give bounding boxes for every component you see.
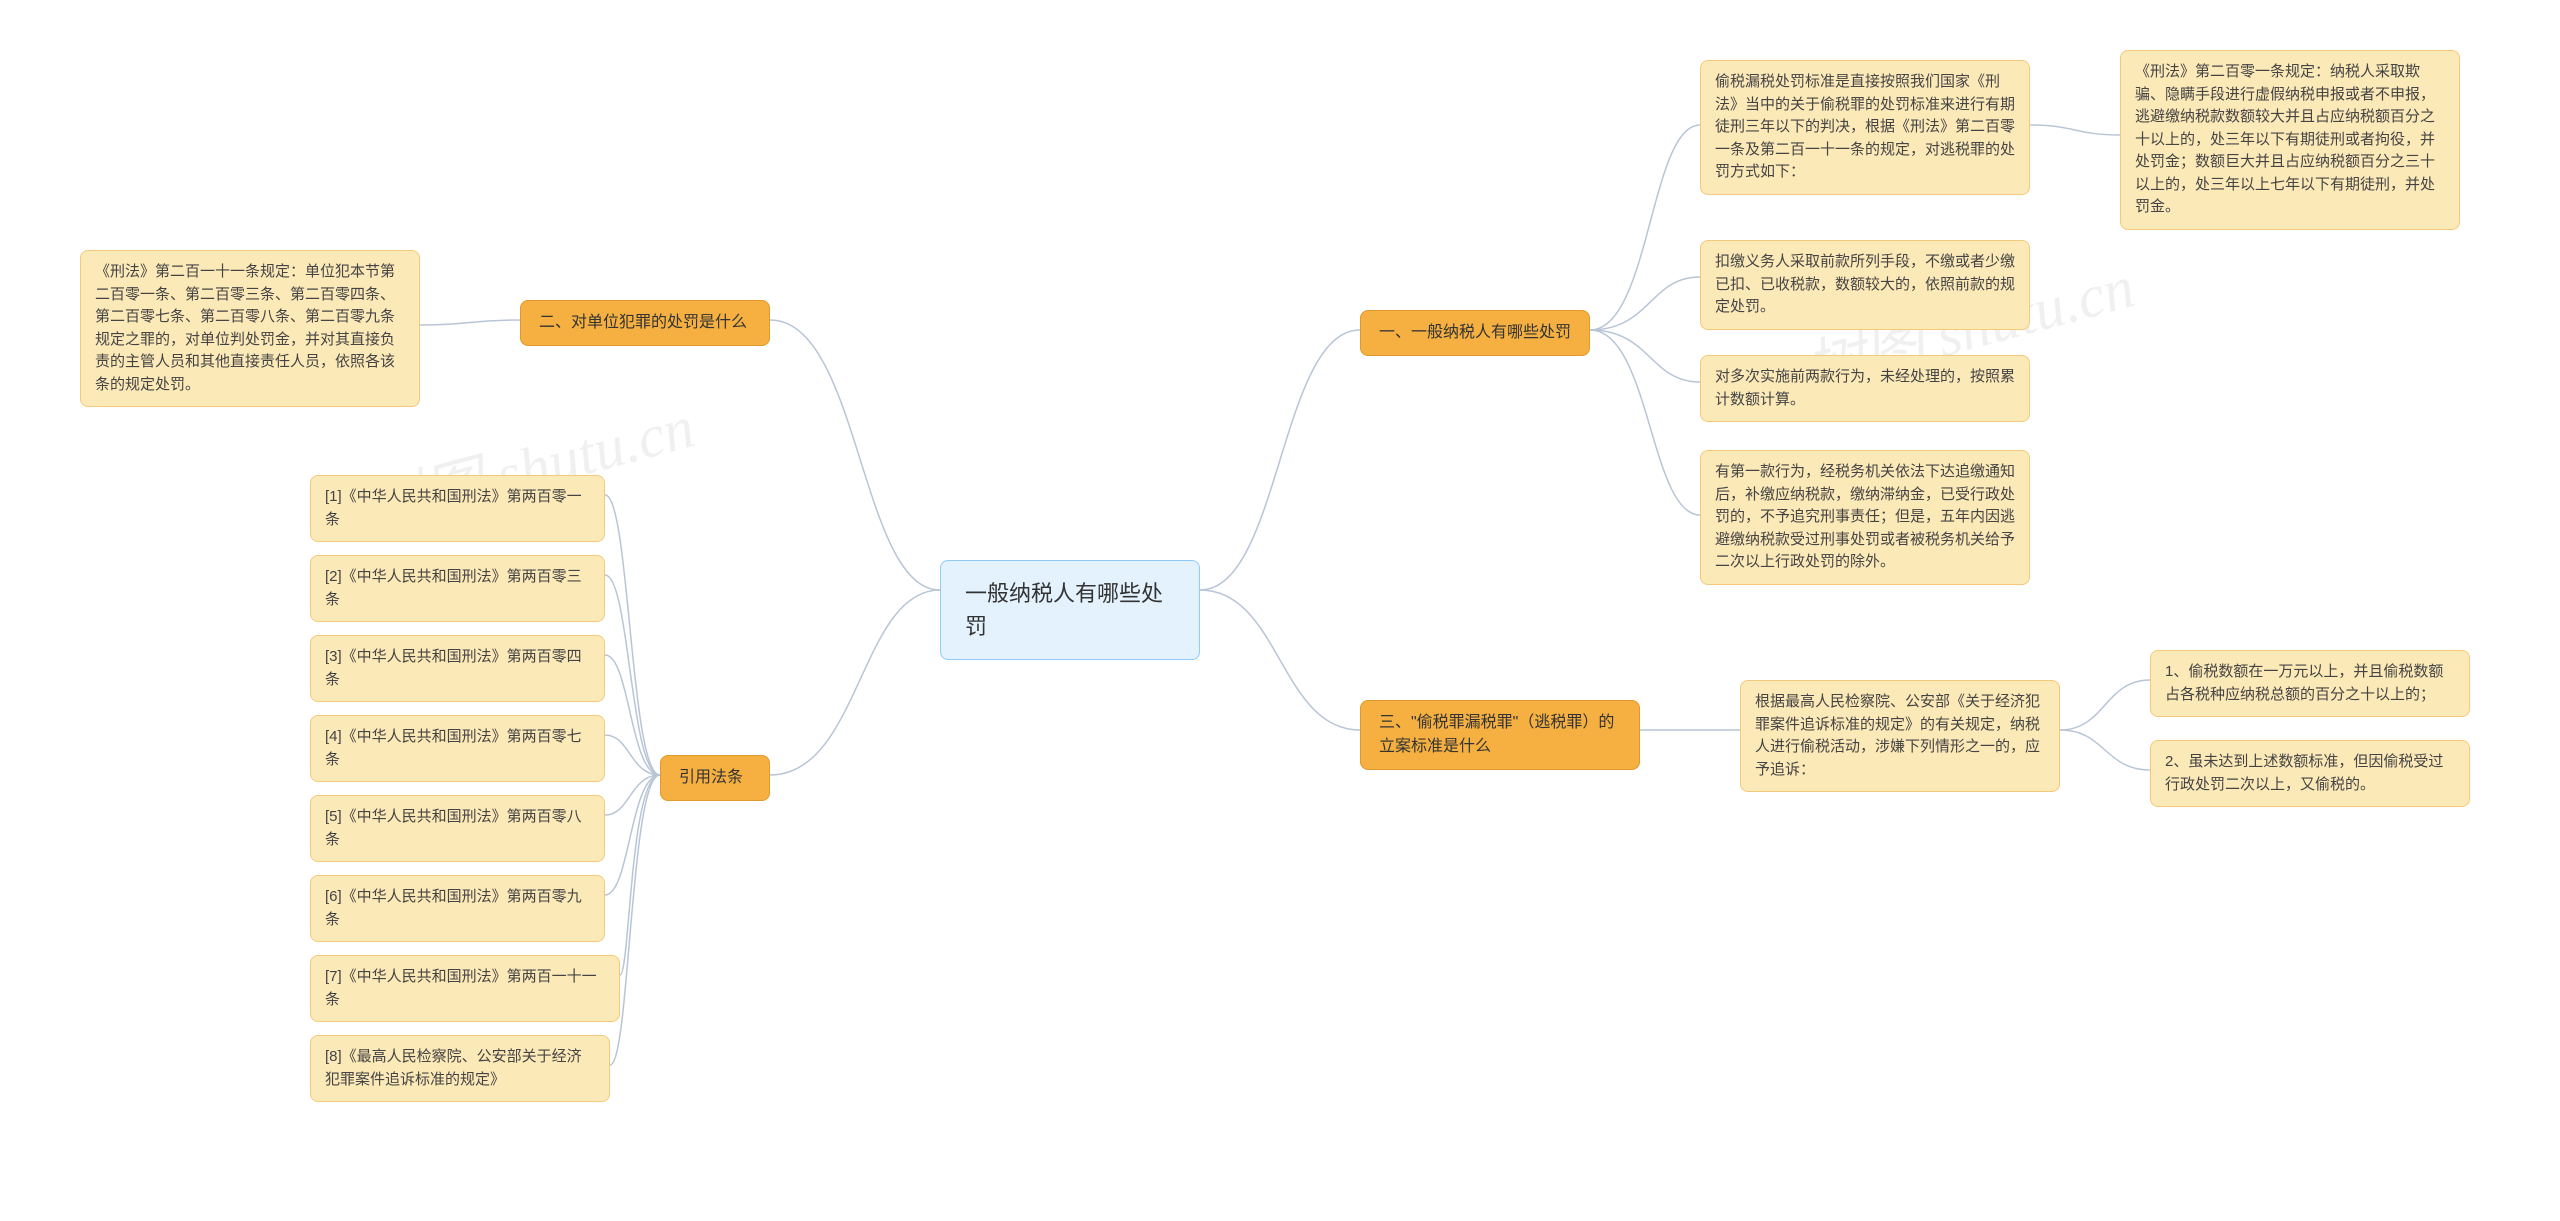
branch-r1: 一、一般纳税人有哪些处罚 [1360, 310, 1590, 356]
node-ref3: [3]《中华人民共和国刑法》第两百零四条 [310, 635, 605, 702]
node-r1c1: 偷税漏税处罚标准是直接按照我们国家《刑法》当中的关于偷税罪的处罚标准来进行有期徒… [1700, 60, 2030, 195]
node-r3c1: 根据最高人民检察院、公安部《关于经济犯罪案件追诉标准的规定》的有关规定，纳税人进… [1740, 680, 2060, 792]
node-r1c4: 有第一款行为，经税务机关依法下达追缴通知后，补缴应纳税款，缴纳滞纳金，已受行政处… [1700, 450, 2030, 585]
node-r1c2: 扣缴义务人采取前款所列手段，不缴或者少缴已扣、已收税款，数额较大的，依照前款的规… [1700, 240, 2030, 330]
branch-refs: 引用法条 [660, 755, 770, 801]
node-ref8: [8]《最高人民检察院、公安部关于经济犯罪案件追诉标准的规定》 [310, 1035, 610, 1102]
center-node: 一般纳税人有哪些处罚 [940, 560, 1200, 660]
branch-l2: 二、对单位犯罪的处罚是什么 [520, 300, 770, 346]
node-r1c1a: 《刑法》第二百零一条规定：纳税人采取欺骗、隐瞒手段进行虚假纳税申报或者不申报，逃… [2120, 50, 2460, 230]
node-ref6: [6]《中华人民共和国刑法》第两百零九条 [310, 875, 605, 942]
node-ref2: [2]《中华人民共和国刑法》第两百零三条 [310, 555, 605, 622]
node-ref7: [7]《中华人民共和国刑法》第两百一十一条 [310, 955, 620, 1022]
branch-r3: 三、"偷税罪漏税罪"（逃税罪）的立案标准是什么 [1360, 700, 1640, 770]
node-r3c1a: 1、偷税数额在一万元以上，并且偷税数额占各税种应纳税总额的百分之十以上的； [2150, 650, 2470, 717]
node-l2c1: 《刑法》第二百一十一条规定：单位犯本节第二百零一条、第二百零三条、第二百零四条、… [80, 250, 420, 407]
node-ref5: [5]《中华人民共和国刑法》第两百零八条 [310, 795, 605, 862]
node-ref1: [1]《中华人民共和国刑法》第两百零一条 [310, 475, 605, 542]
node-r1c3: 对多次实施前两款行为，未经处理的，按照累计数额计算。 [1700, 355, 2030, 422]
node-r3c1b: 2、虽未达到上述数额标准，但因偷税受过行政处罚二次以上，又偷税的。 [2150, 740, 2470, 807]
node-ref4: [4]《中华人民共和国刑法》第两百零七条 [310, 715, 605, 782]
